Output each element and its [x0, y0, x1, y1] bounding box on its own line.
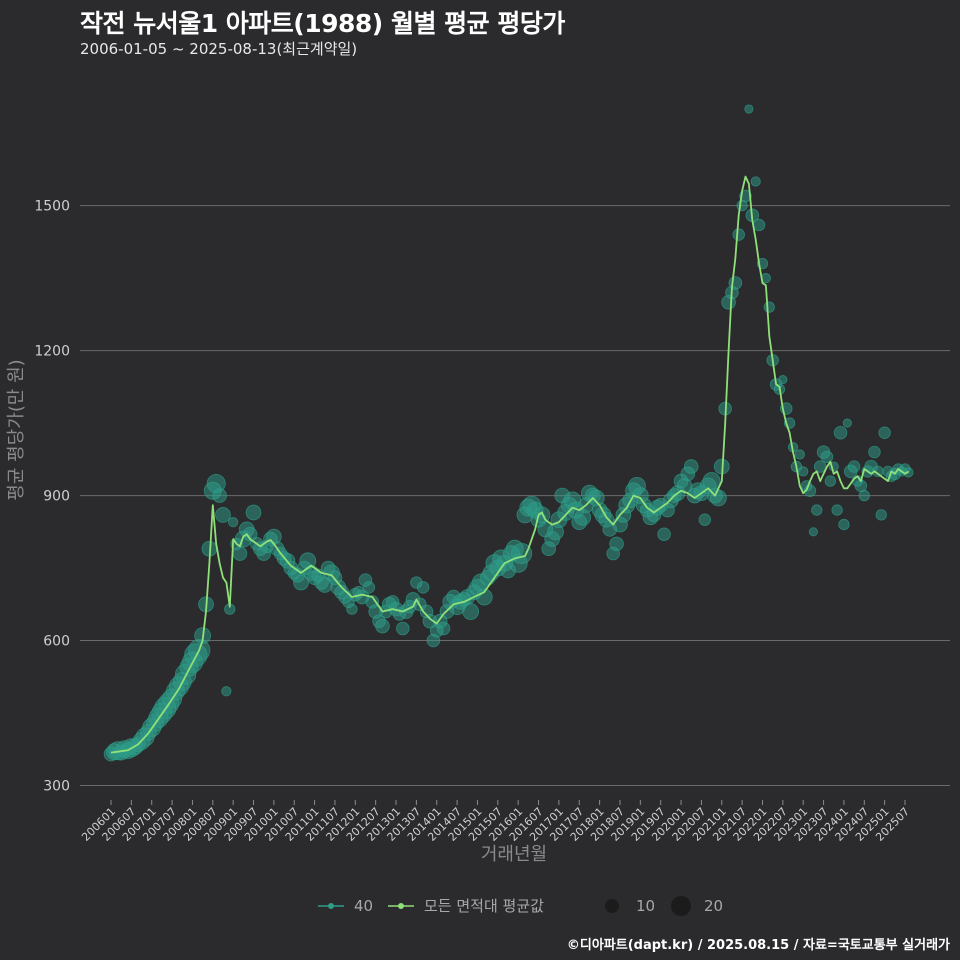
data-point	[436, 621, 451, 636]
y-axis-label: 평균 평당가(만 원)	[6, 359, 27, 500]
x-axis-label: 거래년월	[481, 844, 547, 865]
data-point	[798, 466, 809, 477]
data-point	[212, 488, 227, 503]
data-point	[702, 472, 721, 491]
data-point	[232, 546, 248, 561]
legend-size-20-circle	[671, 896, 691, 916]
data-point	[221, 686, 232, 697]
data-point	[462, 603, 480, 620]
data-point	[475, 588, 493, 606]
data-point	[683, 459, 699, 474]
data-point	[245, 504, 262, 521]
source-caption: ©디아파트(dapt.kr) / 2025.08.15 / 자료=국토교통부 실…	[566, 938, 950, 953]
y-axis: 300 600 900 1200 1500	[34, 199, 70, 795]
data-point	[811, 504, 823, 516]
data-point	[215, 507, 231, 523]
data-point	[732, 228, 745, 241]
data-point	[842, 418, 852, 428]
legend-size-10-label: 10	[636, 897, 655, 915]
x-axis: 2006012006072007012007072008012008072009…	[79, 800, 912, 844]
data-point	[416, 581, 430, 594]
data-point	[838, 518, 850, 531]
data-point	[293, 574, 309, 591]
legend-key-40-dot	[328, 903, 334, 909]
legend-size-10-circle	[605, 899, 619, 913]
data-point	[228, 517, 239, 528]
legend-key-average-dot	[398, 903, 404, 909]
data-point	[698, 513, 712, 526]
legend-label-average: 모든 면적대 평균값	[424, 897, 544, 915]
legend-label-40: 40	[354, 897, 373, 915]
data-point	[752, 218, 766, 232]
data-point	[824, 475, 837, 487]
data-point	[847, 460, 861, 473]
data-point	[820, 450, 834, 464]
data-point	[868, 445, 881, 459]
data-point	[778, 375, 788, 385]
y-tick-label: 600	[43, 634, 70, 650]
data-point	[242, 526, 258, 542]
data-point	[744, 104, 754, 114]
y-tick-label: 300	[43, 779, 70, 795]
data-point	[750, 176, 761, 187]
data-point	[831, 504, 843, 516]
data-point	[808, 527, 818, 537]
data-point	[875, 509, 887, 521]
data-point	[878, 426, 891, 439]
y-tick-label: 1200	[34, 344, 70, 360]
y-tick-label: 900	[43, 489, 70, 505]
grid-lines	[80, 205, 950, 787]
data-point	[763, 301, 775, 313]
series-average-line	[110, 175, 909, 754]
data-point	[396, 621, 410, 636]
data-point	[813, 460, 827, 473]
data-point	[728, 276, 743, 290]
y-tick-label: 1500	[34, 199, 70, 215]
series-40-points	[103, 104, 914, 762]
chart-title: 작전 뉴서울1 아파트(1988) 월별 평균 평당가	[80, 9, 565, 38]
data-point	[794, 449, 805, 460]
data-point	[362, 581, 376, 594]
data-point	[833, 426, 848, 440]
average-line-path	[110, 175, 909, 754]
legend-size-20-label: 20	[704, 897, 723, 915]
data-point	[346, 603, 358, 615]
legend: 40 모든 면적대 평균값 10 20	[318, 896, 723, 916]
data-point	[609, 536, 624, 552]
chart-subtitle: 2006-01-05 ~ 2025-08-13(최근계약일)	[80, 40, 358, 58]
data-point	[657, 527, 671, 541]
data-point	[375, 618, 390, 634]
data-point	[858, 489, 870, 502]
